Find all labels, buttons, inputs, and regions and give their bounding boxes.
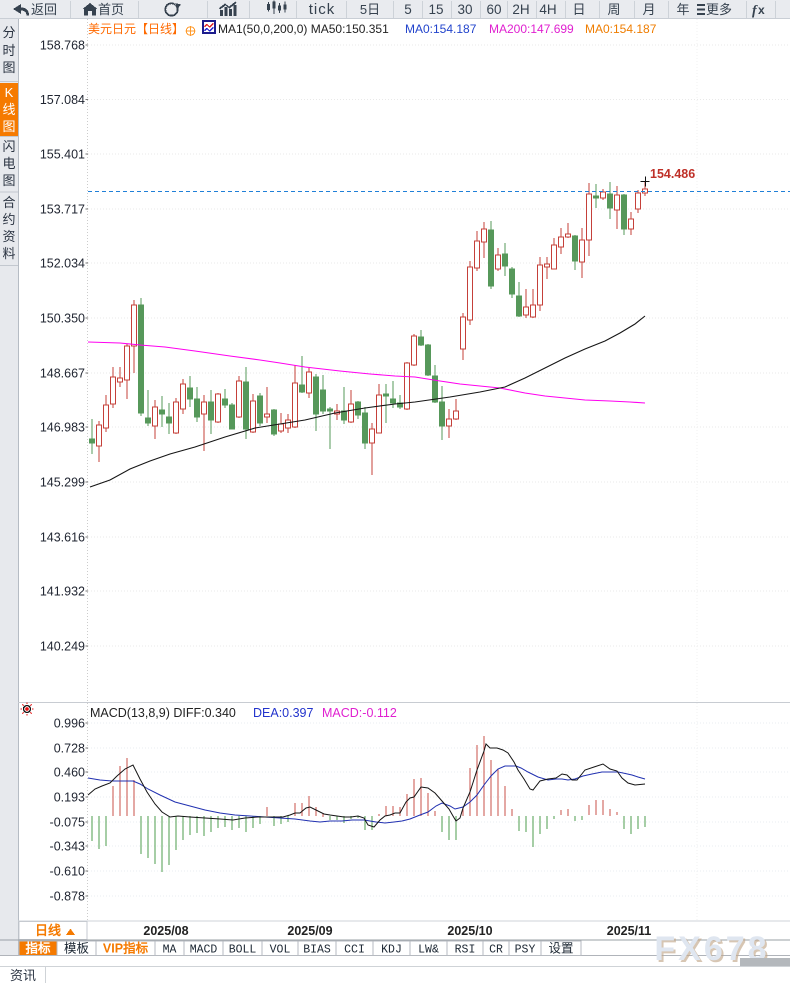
svg-text:VIP指标: VIP指标 (103, 941, 149, 956)
svg-text:日: 日 (572, 2, 585, 17)
svg-text:143.616: 143.616 (40, 531, 85, 545)
svg-text:图: 图 (2, 119, 15, 134)
svg-text:5: 5 (404, 2, 412, 17)
svg-text:2025/09: 2025/09 (287, 924, 332, 938)
svg-text:152.034: 152.034 (40, 257, 85, 271)
svg-text:0.460: 0.460 (54, 766, 85, 780)
svg-text:料: 料 (2, 246, 15, 261)
svg-text:电: 电 (2, 156, 15, 171)
svg-text:2025/10: 2025/10 (447, 924, 492, 938)
svg-text:资: 资 (2, 229, 15, 244)
svg-text:150.350: 150.350 (40, 312, 85, 326)
svg-text:2025/08: 2025/08 (143, 924, 188, 938)
svg-text:设置: 设置 (548, 941, 573, 956)
svg-text:DEA:0.397: DEA:0.397 (253, 706, 314, 720)
svg-text:30: 30 (457, 2, 472, 17)
svg-text:BOLL: BOLL (229, 944, 257, 957)
svg-text:美元日元【日线】: 美元日元【日线】 (88, 22, 184, 36)
svg-text:148.667: 148.667 (40, 367, 85, 381)
svg-text:CCI: CCI (344, 944, 365, 957)
svg-text:155.401: 155.401 (40, 148, 85, 162)
svg-text:146.983: 146.983 (40, 421, 85, 435)
svg-text:VOL: VOL (270, 944, 291, 957)
svg-text:MA: MA (163, 944, 177, 957)
svg-text:资讯: 资讯 (10, 968, 36, 983)
svg-text:周: 周 (607, 2, 620, 17)
svg-text:x: x (758, 3, 765, 17)
svg-text:图: 图 (2, 60, 15, 75)
svg-text:153.717: 153.717 (40, 203, 85, 217)
svg-text:模板: 模板 (64, 942, 90, 956)
svg-text:145.299: 145.299 (40, 476, 85, 490)
svg-text:MACD: MACD (190, 944, 218, 957)
svg-text:-0.610: -0.610 (50, 865, 85, 879)
svg-text:MA1(50,0,200,0) MA50:150.351: MA1(50,0,200,0) MA50:150.351 (218, 22, 389, 36)
svg-text:K: K (5, 85, 14, 100)
svg-text:CR: CR (489, 944, 503, 957)
svg-text:2H: 2H (512, 2, 529, 17)
svg-text:MA0:154.187: MA0:154.187 (405, 22, 477, 36)
svg-text:4H: 4H (539, 2, 556, 17)
svg-text:月: 月 (642, 2, 655, 17)
svg-text:年: 年 (676, 2, 689, 17)
svg-text:时: 时 (2, 43, 15, 58)
svg-text:MACD(13,8,9) DIFF:0.340: MACD(13,8,9) DIFF:0.340 (90, 706, 236, 720)
svg-text:15: 15 (428, 2, 443, 17)
svg-text:分: 分 (2, 25, 15, 40)
svg-text:0.728: 0.728 (54, 742, 85, 756)
svg-text:PSY: PSY (515, 944, 536, 957)
svg-text:0.193: 0.193 (54, 791, 85, 805)
svg-text:RSI: RSI (455, 944, 476, 957)
svg-text:闪: 闪 (2, 139, 15, 154)
svg-text:约: 约 (2, 212, 15, 227)
svg-text:MA200:147.699: MA200:147.699 (489, 22, 574, 36)
svg-text:首页: 首页 (98, 2, 124, 17)
svg-text:日线: 日线 (35, 923, 61, 938)
svg-text:158.768: 158.768 (40, 39, 85, 53)
svg-text:LW&: LW& (418, 944, 439, 957)
svg-text:合: 合 (2, 195, 15, 210)
svg-text:-0.878: -0.878 (50, 890, 85, 904)
svg-text:更多: 更多 (706, 2, 732, 17)
svg-text:140.249: 140.249 (40, 640, 85, 654)
svg-text:-0.075: -0.075 (50, 816, 85, 830)
svg-text:MACD:-0.112: MACD:-0.112 (322, 706, 397, 720)
svg-text:2025/11: 2025/11 (607, 924, 652, 938)
svg-text:MA0:154.187: MA0:154.187 (585, 22, 657, 36)
svg-text:154.486: 154.486 (650, 167, 695, 181)
svg-text:BIAS: BIAS (303, 944, 331, 957)
svg-text:返回: 返回 (31, 2, 57, 17)
svg-text:线: 线 (2, 102, 15, 117)
svg-text:157.084: 157.084 (40, 93, 85, 107)
svg-text:60: 60 (486, 2, 501, 17)
svg-text:0.996: 0.996 (54, 717, 85, 731)
svg-text:图: 图 (2, 173, 15, 188)
svg-text:KDJ: KDJ (381, 944, 402, 957)
svg-text:141.932: 141.932 (40, 585, 85, 599)
svg-text:-0.343: -0.343 (50, 840, 85, 854)
svg-text:tick: tick (309, 1, 336, 18)
svg-text:f: f (752, 4, 758, 19)
svg-text:5日: 5日 (360, 2, 380, 17)
svg-text:指标: 指标 (25, 941, 51, 956)
